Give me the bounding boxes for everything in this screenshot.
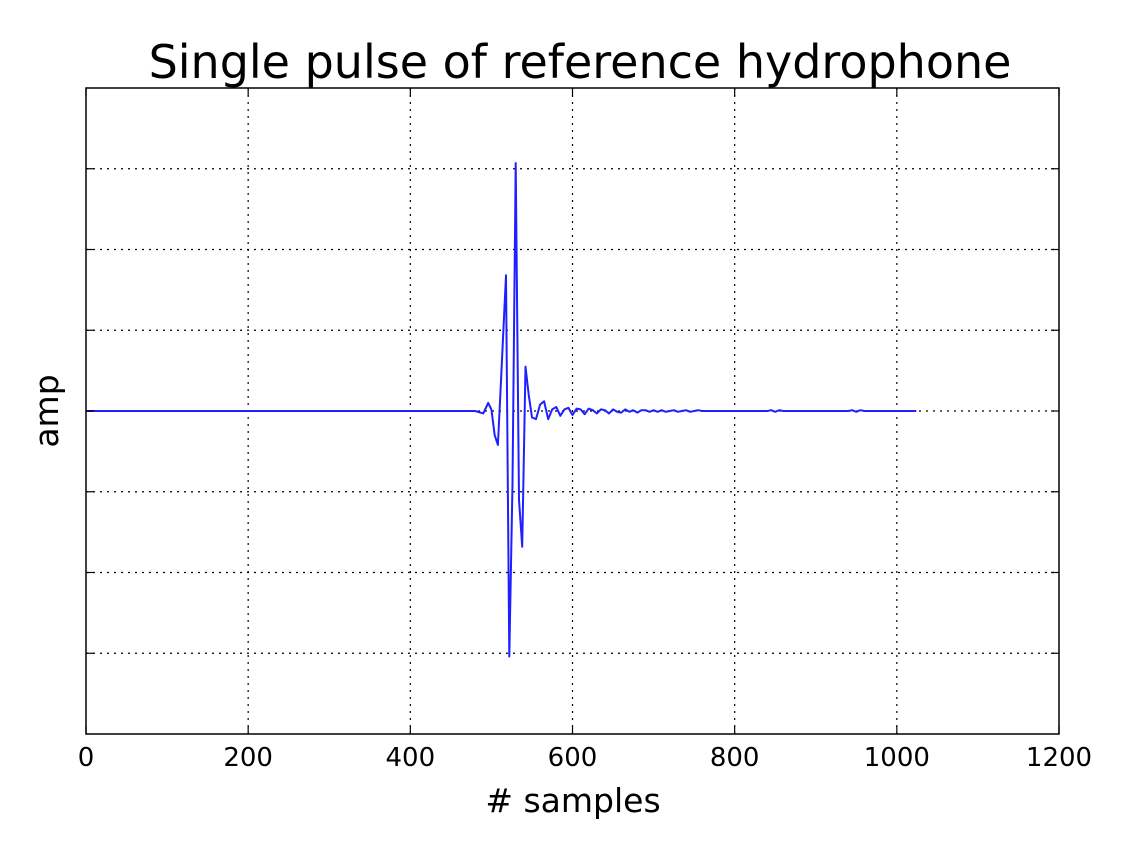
- series-line: [86, 162, 917, 658]
- x-tick-label: 1000: [864, 743, 930, 773]
- x-tick-label: 400: [386, 743, 436, 773]
- x-tick-label: 0: [78, 743, 95, 773]
- y-axis-label: amp: [27, 374, 66, 447]
- x-tick-label: 1200: [1026, 743, 1092, 773]
- x-tick-label: 800: [710, 743, 760, 773]
- x-tick-label: 600: [548, 743, 598, 773]
- x-tick-labels: 0 200 400 600 800 1000 1200: [78, 743, 1092, 773]
- series-layer: [86, 162, 917, 658]
- axis-ticks: [85, 88, 1060, 734]
- x-axis-label: # samples: [485, 781, 660, 820]
- chart-title: Single pulse of reference hydrophone: [149, 35, 1012, 89]
- x-tick-label: 200: [223, 743, 273, 773]
